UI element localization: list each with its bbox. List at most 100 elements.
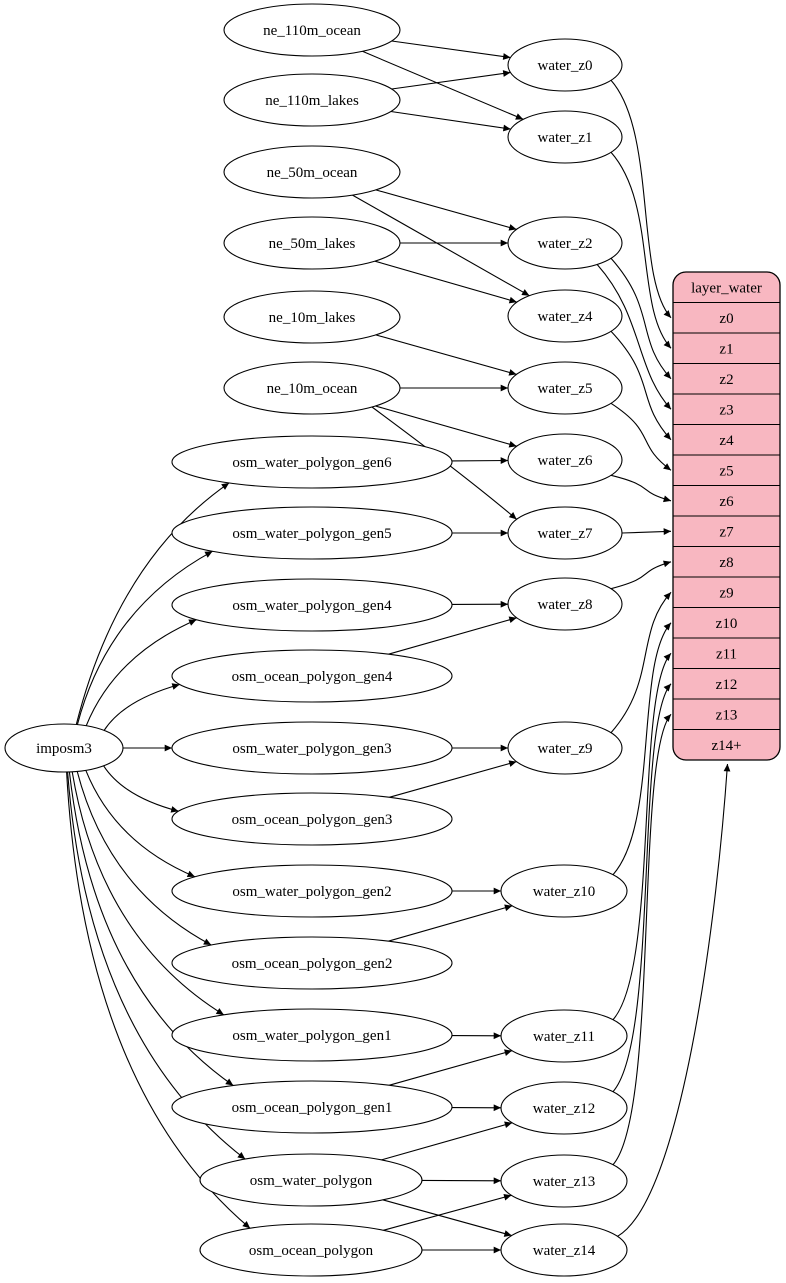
node-osm_ocean_polygon: osm_ocean_polygon bbox=[199, 1223, 423, 1277]
node-label: ne_50m_lakes bbox=[269, 236, 356, 252]
node-shape bbox=[171, 1008, 453, 1062]
node-water_z12: water_z12 bbox=[500, 1081, 628, 1135]
node-osm_water_polygon_gen2: osm_water_polygon_gen2 bbox=[171, 864, 453, 918]
node-label: water_z0 bbox=[538, 58, 593, 74]
node-ne_110m_lakes: ne_110m_lakes bbox=[223, 73, 401, 127]
edge-osm_ocean_polygon_gen3-water_z9 bbox=[389, 760, 517, 798]
node-water_z4: water_z4 bbox=[507, 289, 623, 343]
edge-water_z5-z5 bbox=[610, 402, 672, 471]
node-osm_ocean_polygon_gen3: osm_ocean_polygon_gen3 bbox=[171, 792, 453, 846]
node-osm_water_polygon_gen4: osm_water_polygon_gen4 bbox=[171, 578, 453, 632]
edge-imposm3-osm_water_polygon_gen1 bbox=[71, 771, 225, 1016]
node-label: osm_water_polygon bbox=[250, 1173, 373, 1189]
node-water_z13: water_z13 bbox=[500, 1154, 628, 1208]
edge-water_z13-z13 bbox=[612, 713, 672, 1166]
table-row-z10: z10 bbox=[716, 616, 738, 632]
node-label: osm_ocean_polygon_gen1 bbox=[232, 1100, 393, 1116]
table-title: layer_water bbox=[691, 280, 762, 296]
node-shape bbox=[223, 3, 401, 57]
edge-imposm3-osm_water_polygon_gen5 bbox=[76, 550, 213, 725]
node-label: osm_water_polygon_gen5 bbox=[232, 526, 391, 542]
node-label: water_z13 bbox=[533, 1174, 595, 1190]
node-shape bbox=[171, 506, 453, 560]
edge-water_z2-z3 bbox=[596, 264, 672, 410]
node-ne_50m_ocean: ne_50m_ocean bbox=[223, 145, 401, 199]
table-row-z11: z11 bbox=[716, 646, 737, 662]
node-shape bbox=[171, 435, 453, 489]
edge-ne_110m_ocean-water_z0 bbox=[391, 40, 511, 60]
node-osm_ocean_polygon_gen1: osm_ocean_polygon_gen1 bbox=[171, 1080, 453, 1134]
node-shape bbox=[223, 290, 401, 344]
table-row-z5: z5 bbox=[719, 463, 733, 479]
node-label: water_z11 bbox=[533, 1029, 595, 1045]
edge-water_z4-z4 bbox=[610, 330, 672, 441]
edge-water_z7-z7 bbox=[621, 528, 672, 535]
node-label: ne_110m_ocean bbox=[263, 23, 361, 39]
node-label: ne_110m_lakes bbox=[265, 93, 359, 109]
node-label: osm_water_polygon_gen4 bbox=[232, 598, 392, 614]
edge-water_z6-z6 bbox=[610, 474, 672, 503]
node-label: osm_water_polygon_gen3 bbox=[232, 741, 391, 757]
edge-water_z8-z8 bbox=[610, 560, 672, 590]
node-shape bbox=[171, 1080, 453, 1134]
node-shape bbox=[507, 361, 623, 415]
node-osm_water_polygon_gen6: osm_water_polygon_gen6 bbox=[171, 435, 453, 489]
table-row-z4: z4 bbox=[719, 433, 734, 449]
node-shape bbox=[507, 289, 623, 343]
node-shape bbox=[171, 792, 453, 846]
node-label: water_z8 bbox=[538, 597, 593, 613]
node-label: osm_ocean_polygon bbox=[249, 1243, 374, 1259]
node-shape bbox=[223, 145, 401, 199]
edge-water_z10-z10 bbox=[612, 622, 672, 876]
edges-layer bbox=[66, 40, 731, 1254]
node-shape bbox=[171, 649, 453, 703]
table-row-z9: z9 bbox=[719, 585, 733, 601]
node-label: osm_ocean_polygon_gen2 bbox=[232, 956, 393, 972]
edge-ne_110m_lakes-water_z1 bbox=[390, 110, 511, 132]
node-ne_50m_lakes: ne_50m_lakes bbox=[223, 216, 401, 270]
edge-imposm3-osm_ocean_polygon_gen3 bbox=[103, 765, 179, 813]
node-water_z7: water_z7 bbox=[507, 506, 623, 560]
node-shape bbox=[507, 721, 623, 775]
node-imposm3: imposm3 bbox=[4, 723, 124, 773]
node-shape bbox=[507, 110, 623, 164]
node-osm_water_polygon_gen1: osm_water_polygon_gen1 bbox=[171, 1008, 453, 1062]
table-row-z14+: z14+ bbox=[711, 738, 741, 754]
node-ne_10m_lakes: ne_10m_lakes bbox=[223, 290, 401, 344]
edge-imposm3-osm_ocean_polygon_gen1 bbox=[68, 771, 234, 1086]
node-shape bbox=[507, 38, 623, 92]
node-label: imposm3 bbox=[36, 741, 92, 757]
edge-water_z9-z9 bbox=[610, 591, 672, 734]
node-water_z1: water_z1 bbox=[507, 110, 623, 164]
node-label: water_z7 bbox=[538, 526, 593, 542]
node-label: water_z5 bbox=[538, 381, 593, 397]
edge-water_z14-z14+ bbox=[617, 763, 731, 1237]
edge-ne_10m_ocean-water_z7 bbox=[371, 406, 517, 520]
edge-water_z2-z2 bbox=[610, 257, 672, 380]
edge-imposm3-osm_water_polygon_gen4 bbox=[85, 619, 197, 727]
edge-water_z12-z12 bbox=[612, 683, 672, 1093]
node-label: ne_10m_ocean bbox=[267, 381, 358, 397]
node-water_z11: water_z11 bbox=[500, 1009, 628, 1063]
edge-ne_110m_lakes-water_z0 bbox=[391, 70, 511, 90]
node-water_z6: water_z6 bbox=[507, 433, 623, 487]
edge-water_z0-z0 bbox=[610, 79, 672, 319]
node-water_z10: water_z10 bbox=[500, 864, 628, 918]
edge-ne_50m_ocean-water_z2 bbox=[375, 189, 517, 231]
edge-ne_110m_ocean-water_z1 bbox=[362, 50, 524, 120]
node-shape bbox=[500, 1081, 628, 1135]
edge-ne_10m_ocean-water_z6 bbox=[375, 405, 517, 448]
node-label: osm_ocean_polygon_gen4 bbox=[232, 669, 393, 685]
node-label: osm_water_polygon_gen1 bbox=[232, 1028, 391, 1044]
edge-imposm3-osm_ocean_polygon_gen2 bbox=[76, 771, 212, 946]
node-label: water_z1 bbox=[538, 130, 593, 146]
edge-imposm3-osm_water_polygon_gen2 bbox=[85, 770, 196, 878]
node-osm_water_polygon: osm_water_polygon bbox=[199, 1153, 423, 1207]
node-shape bbox=[507, 433, 623, 487]
node-osm_water_polygon_gen3: osm_water_polygon_gen3 bbox=[171, 721, 453, 775]
edge-osm_water_polygon-water_z14 bbox=[382, 1199, 512, 1237]
node-shape bbox=[199, 1153, 423, 1207]
edge-imposm3-osm_water_polygon_gen6 bbox=[75, 482, 230, 725]
